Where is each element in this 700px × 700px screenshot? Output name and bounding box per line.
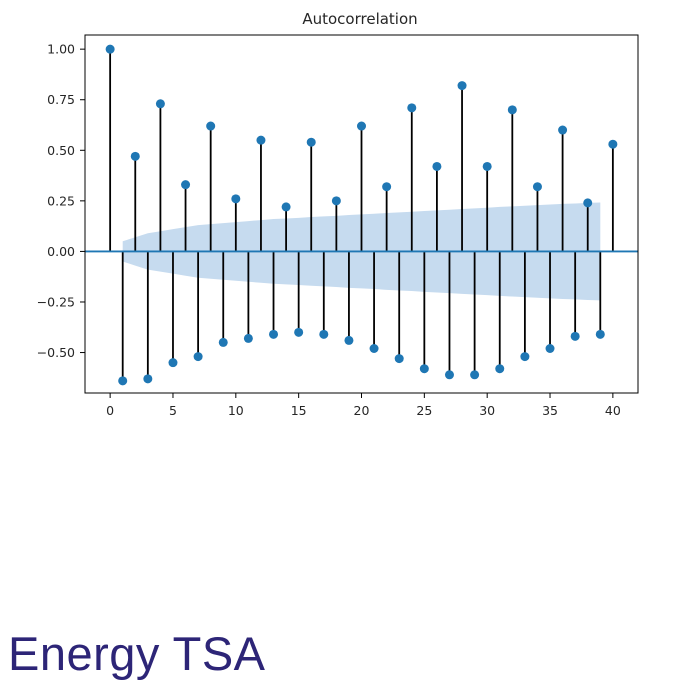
marker-lag-34 xyxy=(532,182,542,192)
marker-lag-35 xyxy=(545,344,555,354)
marker-lag-6 xyxy=(181,180,191,190)
marker-lag-16 xyxy=(306,137,316,147)
marker-lag-24 xyxy=(407,103,417,113)
marker-lag-7 xyxy=(193,352,203,362)
x-tick-label-30: 30 xyxy=(479,403,495,418)
marker-lag-22 xyxy=(382,182,392,192)
marker-lag-4 xyxy=(155,99,165,109)
marker-lag-30 xyxy=(482,161,492,171)
marker-lag-19 xyxy=(344,335,354,345)
marker-lag-40 xyxy=(608,139,618,149)
marker-lag-13 xyxy=(269,329,279,339)
brand-wordmark: Energy TSA xyxy=(8,627,266,680)
marker-lag-12 xyxy=(256,135,266,145)
y-tick-label-0: 1.00 xyxy=(47,42,75,57)
axes: 0 5 10 15 20 25 30 35 40 1.00 0.75 0.50 0.25 0.00 −0.2… xyxy=(37,34,639,418)
marker-lag-15 xyxy=(294,327,304,337)
marker-lag-5 xyxy=(168,358,178,368)
marker-lag-3 xyxy=(143,374,153,384)
marker-lag-33 xyxy=(520,352,530,362)
marker-lag-0 xyxy=(105,44,115,54)
y-tick-label-4: 0.00 xyxy=(47,244,75,259)
marker-lag-21 xyxy=(369,344,379,354)
x-tick-label-0: 0 xyxy=(106,403,114,418)
marker-lag-39 xyxy=(595,329,605,339)
y-tick-label-3: 0.25 xyxy=(47,193,75,208)
marker-lag-18 xyxy=(331,196,341,206)
acf-chart: Autocorrelation 0 5 10 15 20 25 30 35 40 1.00 0.75… xyxy=(37,10,639,418)
marker-lag-17 xyxy=(319,329,329,339)
x-tick-label-25: 25 xyxy=(416,403,432,418)
x-tick-label-35: 35 xyxy=(542,403,558,418)
y-tick-label-1: 0.75 xyxy=(47,92,75,107)
marker-lag-11 xyxy=(243,333,253,343)
marker-lag-10 xyxy=(231,194,241,204)
marker-lag-26 xyxy=(432,161,442,171)
y-tick-label-6: −0.50 xyxy=(37,345,75,360)
y-tick-label-2: 0.50 xyxy=(47,143,75,158)
marker-lag-31 xyxy=(495,364,505,374)
marker-lag-36 xyxy=(558,125,568,135)
marker-lag-28 xyxy=(457,81,467,91)
marker-lag-1 xyxy=(118,376,128,386)
marker-lag-14 xyxy=(281,202,291,212)
marker-lag-2 xyxy=(130,151,140,161)
marker-lag-37 xyxy=(570,331,580,341)
marker-lag-20 xyxy=(357,121,366,131)
y-tick-label-5: −0.25 xyxy=(37,294,75,309)
marker-lag-27 xyxy=(444,370,454,380)
marker-lag-8 xyxy=(206,121,216,131)
chart-title: Autocorrelation xyxy=(302,10,417,28)
marker-lag-9 xyxy=(218,337,228,347)
marker-lag-29 xyxy=(470,370,480,380)
x-tick-label-15: 15 xyxy=(291,403,307,418)
x-tick-label-40: 40 xyxy=(605,403,621,418)
plot-area xyxy=(85,44,638,386)
marker-lag-25 xyxy=(419,364,429,374)
marker-lag-23 xyxy=(394,354,404,364)
marker-lag-32 xyxy=(507,105,517,115)
x-tick-label-5: 5 xyxy=(169,403,177,418)
marker-lag-38 xyxy=(583,198,593,208)
x-tick-label-10: 10 xyxy=(228,403,244,418)
x-tick-label-20: 20 xyxy=(354,403,370,418)
